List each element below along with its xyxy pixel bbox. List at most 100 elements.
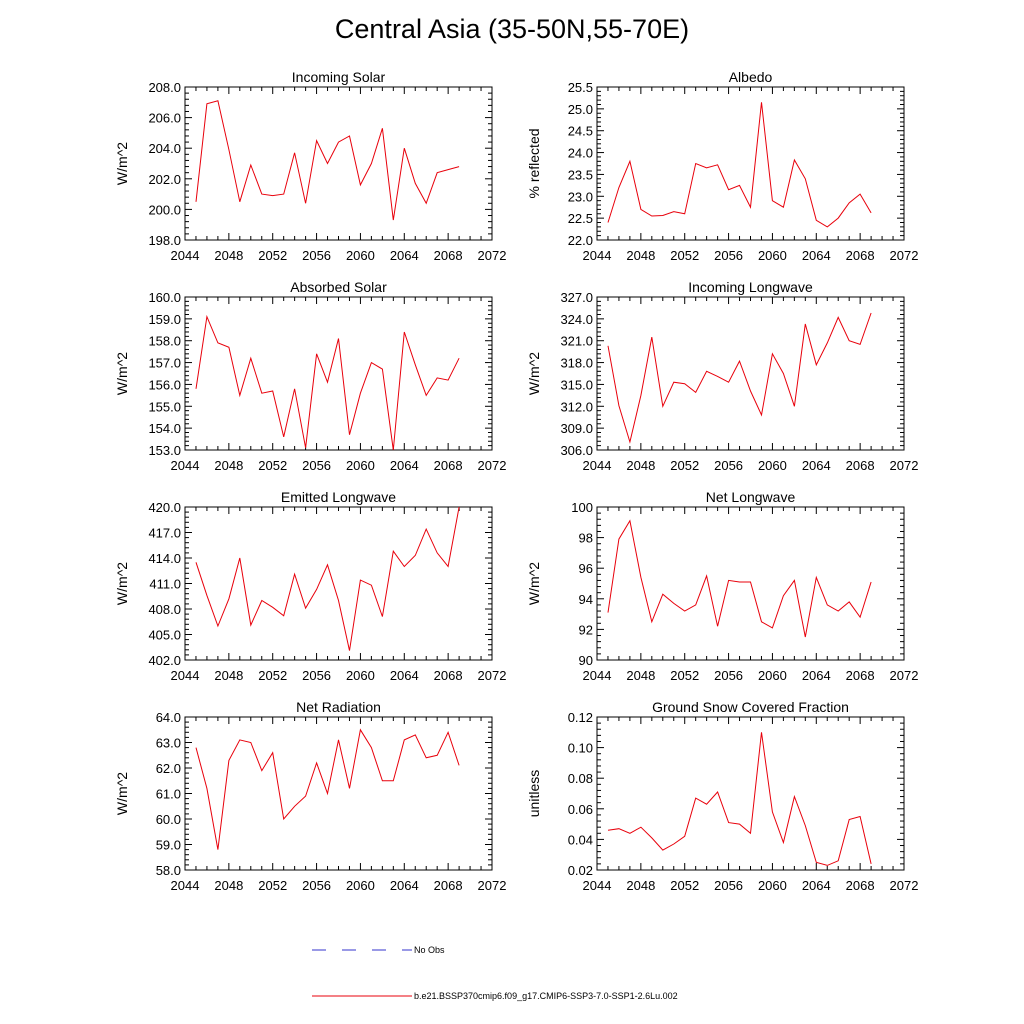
x-tick-label: 2052 [258, 248, 287, 263]
panel-title: Incoming Longwave [688, 279, 813, 295]
y-tick-label: 306.0 [560, 443, 593, 458]
y-tick-label: 315.0 [560, 377, 593, 392]
y-tick-label: 22.5 [568, 211, 593, 226]
x-tick-label: 2056 [714, 878, 743, 893]
x-tick-label: 2072 [478, 248, 507, 263]
panel-7: Net Radiation W/m^2 2044 2048 2052 2056 2060 20… [114, 699, 506, 893]
x-tick-label: 2048 [214, 668, 243, 683]
y-tick-label: 156.0 [148, 377, 181, 392]
series-line [195, 314, 460, 451]
y-tick-label: 159.0 [148, 312, 181, 327]
x-tick-label: 2052 [670, 668, 699, 683]
y-tick-label: 158.0 [148, 334, 181, 349]
x-tick-label: 2044 [583, 458, 612, 473]
y-tick-label: 202.0 [148, 172, 181, 187]
panel-6: Net Longwave W/m^2 2044 2048 2052 2056 2060 206… [526, 489, 918, 683]
y-axis-label: W/m^2 [526, 352, 542, 395]
y-tick-label: 405.0 [148, 628, 181, 643]
y-tick-label: 0.04 [568, 832, 593, 847]
y-tick-label: 402.0 [148, 653, 181, 668]
x-tick-label: 2060 [758, 878, 787, 893]
x-tick-label: 2060 [758, 458, 787, 473]
legend-label: No Obs [414, 945, 445, 955]
x-tick-label: 2056 [302, 248, 331, 263]
y-tick-label: 98 [579, 531, 593, 546]
y-axis-label: W/m^2 [114, 352, 130, 395]
y-tick-label: 327.0 [560, 290, 593, 305]
y-axis-label: W/m^2 [526, 562, 542, 605]
y-tick-label: 63.0 [156, 736, 181, 751]
y-tick-label: 0.08 [568, 771, 593, 786]
x-tick-label: 2044 [171, 878, 200, 893]
legend: No Obs b.e21.BSSP370cmip6.f09_g17.CMIP6-S… [312, 945, 678, 1001]
x-tick-label: 2072 [478, 668, 507, 683]
y-tick-label: 160.0 [148, 290, 181, 305]
x-tick-label: 2072 [890, 458, 919, 473]
y-tick-label: 417.0 [148, 526, 181, 541]
x-tick-label: 2044 [583, 248, 612, 263]
x-tick-label: 2068 [846, 668, 875, 683]
x-tick-label: 2052 [670, 248, 699, 263]
panel-title: Absorbed Solar [290, 279, 387, 295]
x-tick-label: 2064 [390, 248, 419, 263]
x-tick-label: 2052 [258, 878, 287, 893]
legend-label: b.e21.BSSP370cmip6.f09_g17.CMIP6-SSP3-7.… [414, 991, 678, 1001]
x-tick-label: 2064 [802, 248, 831, 263]
y-axis-label: % reflected [526, 128, 542, 198]
figure-title: Central Asia (35-50N,55-70E) [334, 14, 690, 44]
y-axis-label: W/m^2 [114, 562, 130, 605]
y-tick-label: 100 [571, 500, 593, 515]
y-tick-label: 24.5 [568, 124, 593, 139]
plot-frame [184, 296, 493, 451]
x-tick-label: 2048 [626, 878, 655, 893]
x-tick-label: 2048 [214, 458, 243, 473]
y-tick-label: 59.0 [156, 838, 181, 853]
y-tick-label: 96 [579, 561, 593, 576]
x-tick-label: 2068 [434, 248, 463, 263]
plot-frame [184, 506, 493, 661]
x-tick-label: 2052 [258, 668, 287, 683]
x-tick-label: 2072 [890, 248, 919, 263]
x-tick-label: 2068 [846, 878, 875, 893]
x-tick-label: 2044 [171, 458, 200, 473]
panel-title: Incoming Solar [292, 69, 386, 85]
y-tick-label: 155.0 [148, 399, 181, 414]
y-tick-label: 411.0 [149, 577, 181, 592]
x-tick-label: 2068 [434, 458, 463, 473]
plot-frame [596, 86, 905, 241]
x-tick-label: 2068 [846, 458, 875, 473]
y-axis-label: unitless [526, 770, 542, 817]
y-tick-label: 60.0 [156, 812, 181, 827]
x-tick-label: 2068 [434, 668, 463, 683]
y-tick-label: 324.0 [560, 312, 593, 327]
y-tick-label: 420.0 [148, 500, 181, 515]
y-tick-label: 312.0 [560, 399, 593, 414]
panel-title: Ground Snow Covered Fraction [652, 699, 849, 715]
y-tick-label: 198.0 [148, 233, 181, 248]
y-tick-label: 61.0 [156, 787, 181, 802]
x-tick-label: 2072 [890, 878, 919, 893]
panel-1: Incoming Solar W/m^2 2044 2048 2052 2056 2060 2… [114, 69, 506, 263]
y-tick-label: 0.10 [568, 741, 593, 756]
y-tick-label: 25.0 [568, 102, 593, 117]
y-tick-label: 24.0 [568, 146, 593, 161]
x-tick-label: 2060 [346, 878, 375, 893]
y-tick-label: 0.06 [568, 802, 593, 817]
series-line [195, 728, 460, 850]
series-line [195, 506, 460, 651]
panel-title: Net Longwave [706, 489, 796, 505]
x-tick-label: 2048 [626, 248, 655, 263]
x-tick-label: 2060 [758, 668, 787, 683]
panel-title: Net Radiation [296, 699, 381, 715]
panel-3: Absorbed Solar W/m^2 2044 2048 2052 2056 2060 2… [114, 279, 506, 473]
series-line [607, 312, 872, 444]
panel-2: Albedo % reflected 2044 2048 2052 2056 2060 206… [526, 69, 918, 263]
x-tick-label: 2068 [846, 248, 875, 263]
y-tick-label: 94 [579, 592, 593, 607]
y-tick-label: 58.0 [156, 863, 181, 878]
panel-5: Emitted Longwave W/m^2 2044 2048 2052 2056 206… [114, 489, 506, 683]
x-tick-label: 2052 [670, 878, 699, 893]
y-tick-label: 208.0 [148, 80, 181, 95]
y-axis-label: W/m^2 [114, 772, 130, 815]
